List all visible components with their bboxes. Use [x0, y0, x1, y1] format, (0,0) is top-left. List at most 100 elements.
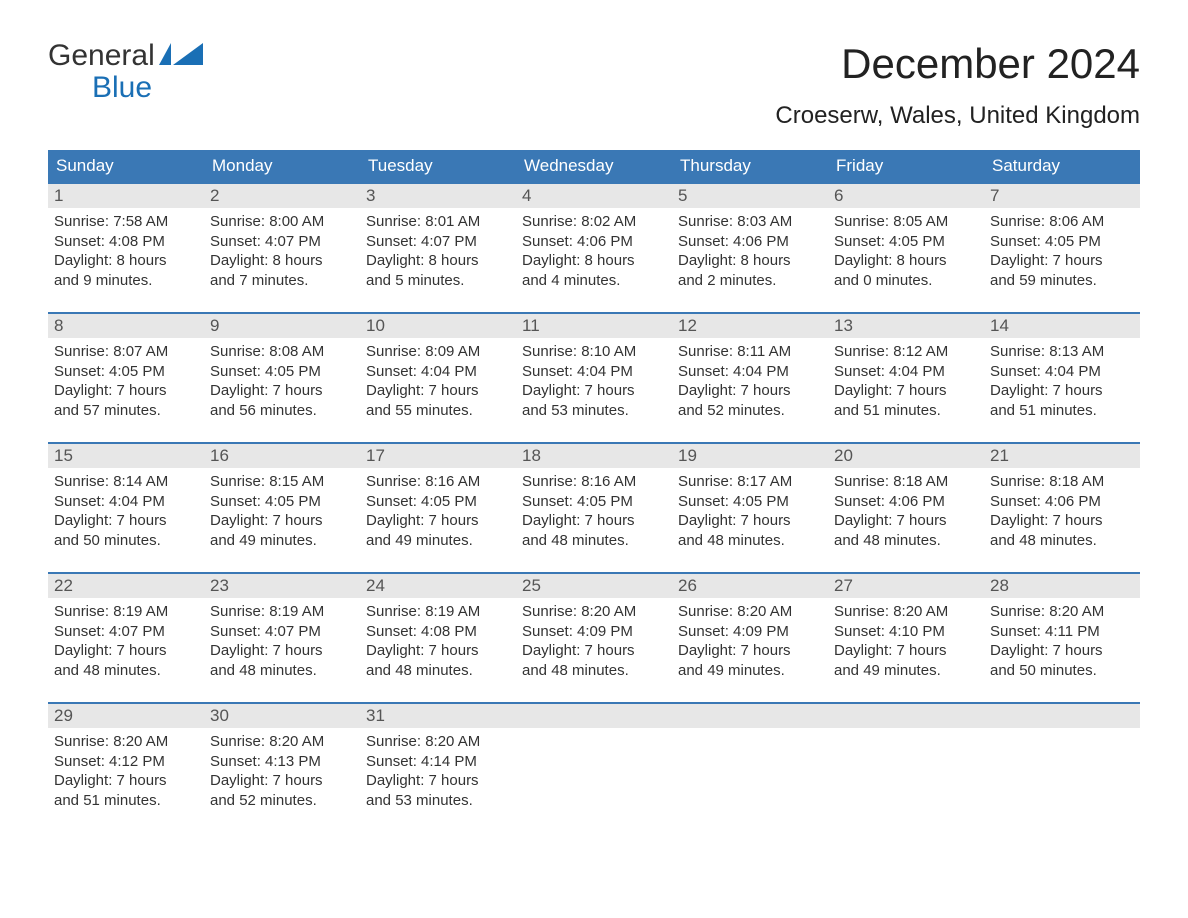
calendar-week: 15Sunrise: 8:14 AMSunset: 4:04 PMDayligh… — [48, 442, 1140, 566]
sunset-line: Sunset: 4:06 PM — [522, 232, 666, 252]
sunrise-line: Sunrise: 8:15 AM — [210, 472, 354, 492]
sunset-line: Sunset: 4:08 PM — [54, 232, 198, 252]
calendar-cell: 25Sunrise: 8:20 AMSunset: 4:09 PMDayligh… — [516, 574, 672, 696]
sunset-line: Sunset: 4:06 PM — [834, 492, 978, 512]
calendar-cell: 17Sunrise: 8:16 AMSunset: 4:05 PMDayligh… — [360, 444, 516, 566]
daylight-line: Daylight: 7 hours and 57 minutes. — [54, 381, 198, 420]
day-number: 9 — [204, 314, 360, 338]
day-details: Sunrise: 8:19 AMSunset: 4:07 PMDaylight:… — [204, 598, 360, 686]
daylight-line: Daylight: 7 hours and 49 minutes. — [366, 511, 510, 550]
daylight-line: Daylight: 7 hours and 52 minutes. — [678, 381, 822, 420]
day-details: Sunrise: 8:05 AMSunset: 4:05 PMDaylight:… — [828, 208, 984, 296]
calendar-cell: 4Sunrise: 8:02 AMSunset: 4:06 PMDaylight… — [516, 184, 672, 306]
day-details: Sunrise: 8:10 AMSunset: 4:04 PMDaylight:… — [516, 338, 672, 426]
sunset-line: Sunset: 4:04 PM — [54, 492, 198, 512]
day-details: Sunrise: 8:20 AMSunset: 4:10 PMDaylight:… — [828, 598, 984, 686]
calendar-cell: 15Sunrise: 8:14 AMSunset: 4:04 PMDayligh… — [48, 444, 204, 566]
sunrise-line: Sunrise: 8:03 AM — [678, 212, 822, 232]
sunrise-line: Sunrise: 8:16 AM — [522, 472, 666, 492]
day-details: Sunrise: 7:58 AMSunset: 4:08 PMDaylight:… — [48, 208, 204, 296]
calendar-cell: 19Sunrise: 8:17 AMSunset: 4:05 PMDayligh… — [672, 444, 828, 566]
sunrise-line: Sunrise: 8:16 AM — [366, 472, 510, 492]
day-details: Sunrise: 8:09 AMSunset: 4:04 PMDaylight:… — [360, 338, 516, 426]
daylight-line: Daylight: 7 hours and 49 minutes. — [210, 511, 354, 550]
day-number: 15 — [48, 444, 204, 468]
calendar-cell: 30Sunrise: 8:20 AMSunset: 4:13 PMDayligh… — [204, 704, 360, 826]
sunrise-line: Sunrise: 8:20 AM — [366, 732, 510, 752]
calendar-cell: 21Sunrise: 8:18 AMSunset: 4:06 PMDayligh… — [984, 444, 1140, 566]
calendar-cell: 9Sunrise: 8:08 AMSunset: 4:05 PMDaylight… — [204, 314, 360, 436]
sunrise-line: Sunrise: 8:10 AM — [522, 342, 666, 362]
daylight-line: Daylight: 7 hours and 56 minutes. — [210, 381, 354, 420]
sunset-line: Sunset: 4:04 PM — [366, 362, 510, 382]
day-number: 13 — [828, 314, 984, 338]
day-number: 27 — [828, 574, 984, 598]
calendar-week: 29Sunrise: 8:20 AMSunset: 4:12 PMDayligh… — [48, 702, 1140, 826]
daylight-line: Daylight: 7 hours and 48 minutes. — [366, 641, 510, 680]
daylight-line: Daylight: 7 hours and 48 minutes. — [210, 641, 354, 680]
day-number: 19 — [672, 444, 828, 468]
sunset-line: Sunset: 4:07 PM — [210, 622, 354, 642]
day-number: 31 — [360, 704, 516, 728]
day-number: 25 — [516, 574, 672, 598]
day-number: 24 — [360, 574, 516, 598]
daylight-line: Daylight: 7 hours and 53 minutes. — [522, 381, 666, 420]
day-header-wed: Wednesday — [516, 150, 672, 182]
calendar-week: 22Sunrise: 8:19 AMSunset: 4:07 PMDayligh… — [48, 572, 1140, 696]
day-details: Sunrise: 8:16 AMSunset: 4:05 PMDaylight:… — [516, 468, 672, 556]
sunrise-line: Sunrise: 8:02 AM — [522, 212, 666, 232]
calendar-cell: 10Sunrise: 8:09 AMSunset: 4:04 PMDayligh… — [360, 314, 516, 436]
daylight-line: Daylight: 7 hours and 48 minutes. — [990, 511, 1134, 550]
day-number: 8 — [48, 314, 204, 338]
day-number: 22 — [48, 574, 204, 598]
day-details: Sunrise: 8:16 AMSunset: 4:05 PMDaylight:… — [360, 468, 516, 556]
day-details: Sunrise: 8:12 AMSunset: 4:04 PMDaylight:… — [828, 338, 984, 426]
daylight-line: Daylight: 8 hours and 4 minutes. — [522, 251, 666, 290]
daylight-line: Daylight: 7 hours and 48 minutes. — [834, 511, 978, 550]
daylight-line: Daylight: 7 hours and 49 minutes. — [834, 641, 978, 680]
sunrise-line: Sunrise: 8:20 AM — [54, 732, 198, 752]
calendar-cell: 5Sunrise: 8:03 AMSunset: 4:06 PMDaylight… — [672, 184, 828, 306]
daylight-line: Daylight: 7 hours and 51 minutes. — [54, 771, 198, 810]
daylight-line: Daylight: 7 hours and 48 minutes. — [54, 641, 198, 680]
calendar-cell: 20Sunrise: 8:18 AMSunset: 4:06 PMDayligh… — [828, 444, 984, 566]
daylight-line: Daylight: 7 hours and 48 minutes. — [522, 511, 666, 550]
sunset-line: Sunset: 4:05 PM — [54, 362, 198, 382]
sunset-line: Sunset: 4:07 PM — [366, 232, 510, 252]
calendar-cell: 27Sunrise: 8:20 AMSunset: 4:10 PMDayligh… — [828, 574, 984, 696]
day-number-empty — [672, 704, 828, 728]
day-number: 2 — [204, 184, 360, 208]
day-number: 17 — [360, 444, 516, 468]
sunset-line: Sunset: 4:05 PM — [990, 232, 1134, 252]
sunrise-line: Sunrise: 8:08 AM — [210, 342, 354, 362]
calendar-cell: 3Sunrise: 8:01 AMSunset: 4:07 PMDaylight… — [360, 184, 516, 306]
sunset-line: Sunset: 4:05 PM — [522, 492, 666, 512]
calendar-cell: 28Sunrise: 8:20 AMSunset: 4:11 PMDayligh… — [984, 574, 1140, 696]
sunset-line: Sunset: 4:06 PM — [678, 232, 822, 252]
day-number: 16 — [204, 444, 360, 468]
day-header-sat: Saturday — [984, 150, 1140, 182]
day-details: Sunrise: 8:20 AMSunset: 4:09 PMDaylight:… — [516, 598, 672, 686]
sunrise-line: Sunrise: 8:19 AM — [210, 602, 354, 622]
calendar-cell: 29Sunrise: 8:20 AMSunset: 4:12 PMDayligh… — [48, 704, 204, 826]
daylight-line: Daylight: 7 hours and 50 minutes. — [54, 511, 198, 550]
daylight-line: Daylight: 7 hours and 55 minutes. — [366, 381, 510, 420]
day-number: 26 — [672, 574, 828, 598]
calendar-week: 1Sunrise: 7:58 AMSunset: 4:08 PMDaylight… — [48, 182, 1140, 306]
day-number: 23 — [204, 574, 360, 598]
sunset-line: Sunset: 4:05 PM — [678, 492, 822, 512]
brand-text-general: General — [48, 40, 155, 72]
day-details: Sunrise: 8:11 AMSunset: 4:04 PMDaylight:… — [672, 338, 828, 426]
day-number: 29 — [48, 704, 204, 728]
day-details: Sunrise: 8:20 AMSunset: 4:13 PMDaylight:… — [204, 728, 360, 816]
daylight-line: Daylight: 8 hours and 0 minutes. — [834, 251, 978, 290]
calendar-cell: 14Sunrise: 8:13 AMSunset: 4:04 PMDayligh… — [984, 314, 1140, 436]
day-details: Sunrise: 8:20 AMSunset: 4:11 PMDaylight:… — [984, 598, 1140, 686]
day-details: Sunrise: 8:08 AMSunset: 4:05 PMDaylight:… — [204, 338, 360, 426]
daylight-line: Daylight: 7 hours and 51 minutes. — [990, 381, 1134, 420]
sunrise-line: Sunrise: 8:20 AM — [522, 602, 666, 622]
day-number: 5 — [672, 184, 828, 208]
header-row: General Blue December 2024 Croeserw, Wal… — [48, 40, 1140, 130]
day-number: 7 — [984, 184, 1140, 208]
day-header-thu: Thursday — [672, 150, 828, 182]
